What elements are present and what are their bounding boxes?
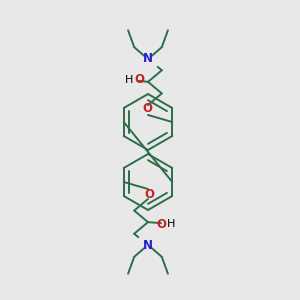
Text: H: H (167, 219, 176, 229)
Text: N: N (143, 52, 153, 65)
Text: O: O (156, 218, 166, 231)
Text: O: O (142, 103, 152, 116)
Text: O: O (144, 188, 154, 202)
Text: H: H (124, 75, 133, 85)
Text: N: N (143, 239, 153, 252)
Text: O: O (134, 74, 144, 86)
